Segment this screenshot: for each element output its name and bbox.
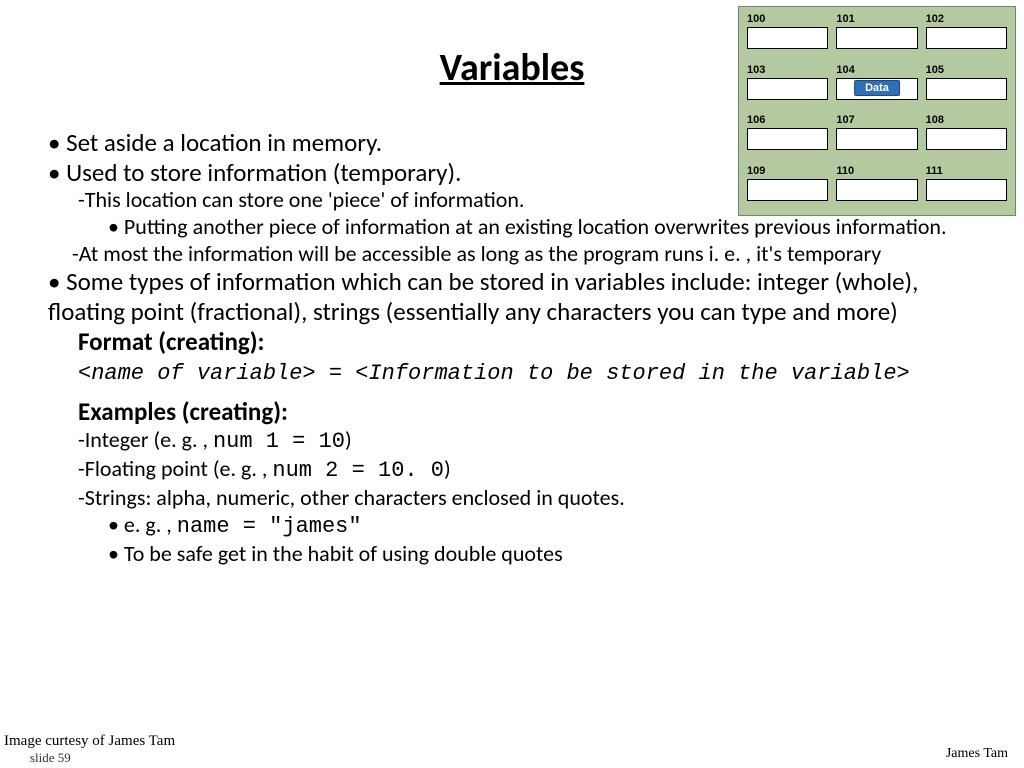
- example-string-sub-pre: • e. g. ,: [108, 511, 177, 538]
- slide-number: slide 59: [30, 750, 71, 766]
- example-string: -Strings: alpha, numeric, other characte…: [78, 485, 994, 512]
- format-code-text: <name of variable> = <Information to be …: [78, 361, 910, 386]
- example-string-sub2: • To be safe get in the habit of using d…: [108, 541, 994, 568]
- format-label: Format (creating):: [78, 326, 994, 357]
- examples-label: Examples (creating):: [78, 396, 994, 427]
- sub-bullet: -At most the information will be accessi…: [72, 241, 994, 268]
- example-int-code: num 1 = 10: [213, 429, 345, 454]
- example-int-pre: -Integer (e. g. ,: [78, 426, 213, 453]
- sub-sub-bullet: • Putting another piece of information a…: [108, 214, 994, 241]
- format-code: <name of variable> = <Information to be …: [78, 361, 994, 386]
- example-int: -Integer (e. g. , num 1 = 10): [78, 427, 994, 456]
- mem-addr: 101: [836, 13, 917, 25]
- image-credit: Image curtesy of James Tam: [4, 733, 175, 750]
- bullet: • Used to store information (temporary).: [48, 158, 994, 188]
- mem-addr: 108: [926, 114, 1007, 126]
- bullet: • Set aside a location in memory.: [48, 128, 994, 158]
- example-fp-post: ): [444, 455, 451, 482]
- mem-addr: 106: [747, 114, 828, 126]
- slide-title: Variables: [0, 45, 1024, 91]
- example-string-sub-code: name = "james": [177, 514, 362, 539]
- author: James Tam: [946, 746, 1008, 762]
- slide: 100 101 102 103 104 Data: [0, 0, 1024, 768]
- mem-addr: 100: [747, 13, 828, 25]
- mem-addr: 102: [926, 13, 1007, 25]
- sub-bullet: -This location can store one 'piece' of …: [78, 187, 994, 214]
- example-fp-code: num 2 = 10. 0: [272, 458, 444, 483]
- bullet: • Some types of information which can be…: [48, 267, 994, 326]
- example-float: -Floating point (e. g. , num 2 = 10. 0): [78, 456, 994, 485]
- slide-content: • Set aside a location in memory. • Used…: [48, 128, 994, 568]
- mem-addr: 107: [836, 114, 917, 126]
- example-int-post: ): [345, 426, 352, 453]
- example-string-sub: • e. g. , name = "james": [108, 512, 994, 541]
- example-fp-pre: -Floating point (e. g. ,: [78, 455, 272, 482]
